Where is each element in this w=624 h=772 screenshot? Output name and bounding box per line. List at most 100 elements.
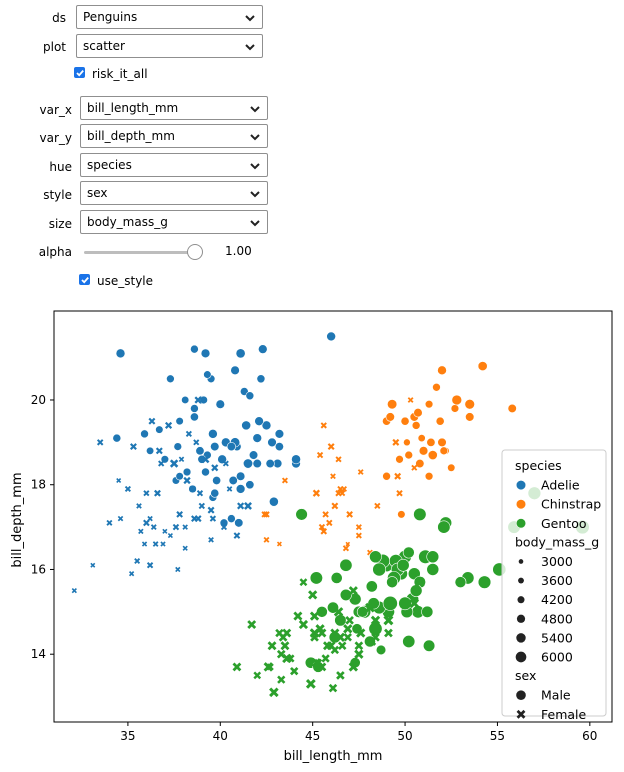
point-gentoo-male — [386, 576, 399, 589]
point-gentoo-female — [322, 641, 332, 651]
checkmark-icon — [75, 69, 84, 77]
legend-size-label: 3000 — [541, 554, 573, 569]
point-chinstrap-female — [331, 502, 339, 510]
var-y-select[interactable]: bill_depth_mm — [80, 124, 268, 148]
point-chinstrap-male — [403, 438, 411, 447]
point-adelie-female — [222, 460, 229, 467]
alpha-slider-track[interactable] — [84, 251, 196, 254]
point-gentoo-female — [267, 641, 277, 651]
point-gentoo-female — [317, 662, 327, 672]
point-gentoo-male — [405, 592, 419, 606]
point-gentoo-male — [454, 576, 467, 589]
point-gentoo-male — [372, 562, 387, 577]
ds-select-value: Penguins — [83, 10, 138, 24]
legend-size-marker — [518, 577, 524, 584]
style-select[interactable]: sex — [80, 181, 268, 205]
point-adelie-male — [268, 496, 279, 507]
point-adelie-female — [209, 515, 217, 522]
ds-select[interactable]: Penguins — [76, 5, 263, 29]
point-gentoo-female — [383, 615, 394, 626]
point-adelie-female — [208, 536, 214, 543]
legend-label-gentoo: Gentoo — [541, 516, 587, 531]
point-chinstrap-female — [335, 456, 342, 463]
ds-label: ds — [52, 11, 66, 25]
alpha-value: 1.00 — [225, 244, 252, 258]
point-adelie-female — [185, 430, 192, 437]
point-adelie-male — [190, 404, 199, 413]
point-gentoo-female — [266, 663, 274, 671]
point-gentoo-female — [308, 590, 318, 600]
point-adelie-female — [164, 421, 173, 429]
point-adelie-female — [124, 485, 131, 493]
point-adelie-female — [175, 566, 181, 573]
point-adelie-male — [160, 455, 170, 464]
point-gentoo-male — [396, 558, 410, 572]
alpha-slider-thumb[interactable] — [187, 244, 203, 260]
chevron-down-icon — [250, 163, 260, 170]
plot-select[interactable]: scatter — [76, 34, 263, 58]
point-chinstrap-male — [417, 434, 426, 443]
point-adelie-male — [208, 493, 218, 502]
point-adelie-female — [154, 489, 161, 497]
checkmark-icon — [80, 276, 89, 284]
point-chinstrap-female — [316, 451, 324, 459]
point-chinstrap-female — [342, 545, 350, 552]
point-gentoo-male — [316, 605, 328, 618]
point-chinstrap-male — [397, 510, 406, 519]
point-gentoo-male — [312, 661, 325, 673]
point-adelie-female — [176, 511, 184, 518]
point-adelie-male — [217, 454, 227, 465]
point-chinstrap-female — [346, 511, 353, 518]
size-select-value: body_mass_g — [87, 215, 168, 229]
point-chinstrap-male — [413, 408, 423, 418]
point-adelie-male — [267, 437, 277, 448]
hue-select[interactable]: species — [80, 153, 268, 177]
var-x-label: var_x — [39, 103, 73, 117]
point-gentoo-male — [351, 623, 363, 635]
point-adelie-male — [252, 458, 262, 469]
point-gentoo-female — [305, 678, 316, 689]
point-chinstrap-female — [392, 438, 400, 446]
point-gentoo-female — [314, 658, 323, 667]
point-adelie-male — [256, 374, 266, 384]
point-chinstrap-female — [320, 422, 327, 429]
point-gentoo-female — [336, 671, 345, 680]
point-gentoo-male — [418, 549, 433, 564]
point-gentoo-female — [365, 602, 375, 613]
size-select[interactable]: body_mass_g — [80, 210, 268, 234]
point-adelie-male — [245, 391, 255, 401]
point-adelie-male — [195, 446, 205, 456]
point-gentoo-male — [387, 571, 401, 585]
point-chinstrap-female — [394, 472, 402, 480]
point-adelie-female — [196, 490, 204, 497]
point-gentoo-male — [375, 644, 387, 656]
point-gentoo-male — [349, 657, 361, 669]
point-gentoo-male — [437, 520, 451, 534]
point-gentoo-male — [421, 605, 434, 618]
point-adelie-male — [261, 420, 272, 431]
point-chinstrap-male — [415, 458, 425, 469]
point-chinstrap-male — [429, 451, 437, 459]
point-gentoo-female — [330, 645, 340, 655]
point-adelie-female — [167, 532, 173, 539]
point-gentoo-male — [372, 600, 386, 615]
var-x-select[interactable]: bill_length_mm — [80, 96, 268, 120]
point-adelie-male — [171, 476, 181, 485]
point-chinstrap-female — [281, 477, 288, 484]
point-adelie-female — [182, 545, 188, 551]
point-gentoo-male — [394, 567, 408, 581]
point-adelie-male — [208, 429, 218, 439]
point-gentoo-female — [232, 662, 242, 672]
point-gentoo-male — [492, 562, 507, 577]
point-chinstrap-male — [418, 446, 429, 456]
legend-size-label: 5400 — [541, 630, 573, 645]
legend-style-title: sex — [515, 668, 536, 683]
point-adelie-male — [221, 437, 231, 448]
point-chinstrap-female — [355, 532, 362, 539]
use-style-checkbox[interactable] — [79, 274, 90, 285]
point-adelie-male — [140, 429, 149, 439]
risk-checkbox[interactable] — [74, 67, 85, 78]
point-adelie-female — [194, 396, 202, 404]
y-axis-label: bill_depth_mm — [10, 472, 25, 567]
point-chinstrap-male — [432, 382, 441, 392]
